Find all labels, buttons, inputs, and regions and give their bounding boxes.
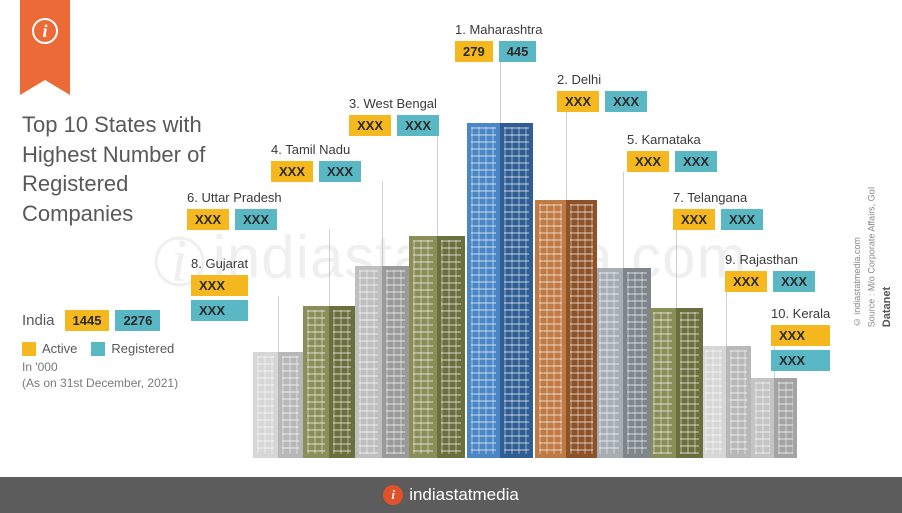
state-name: 2. Delhi [557,72,647,87]
legend-active-label: Active [42,341,77,356]
state-registered: XXX [605,91,647,112]
state-registered: XXX [319,161,361,182]
state-active: XXX [771,325,830,346]
footer-brand: indiastatmedia [409,485,519,505]
state-registered: XXX [191,300,248,321]
building-6 [303,306,355,458]
leader-line [566,112,567,200]
side-source: Source : M/o Corporate Affairs, GoI [866,186,876,326]
building-7 [649,308,703,458]
state-active: XXX [725,271,767,292]
state-active: XXX [673,209,715,230]
footer: i indiastatmedia [0,477,902,513]
state-name: 7. Telangana [673,190,763,205]
building-10 [751,378,797,458]
callout-5: 5. Karnataka XXX XXX [627,132,717,172]
building-5 [595,268,651,458]
state-registered: XXX [675,151,717,172]
state-registered: XXX [773,271,815,292]
leader-line [726,292,727,346]
legend-unit: In '000 [22,360,178,374]
building-2 [535,200,597,458]
state-registered: 445 [499,41,537,62]
state-active: XXX [191,275,248,296]
legend-registered-label: Registered [111,341,174,356]
india-registered-value: 2276 [115,310,160,331]
state-name: 8. Gujarat [191,256,248,271]
callout-4: 4. Tamil Nadu XXX XXX [271,142,361,182]
side-copyright: © indiastatmedia.com [852,237,862,327]
state-registered: XXX [397,115,439,136]
callout-7: 7. Telangana XXX XXX [673,190,763,230]
state-name: 5. Karnataka [627,132,717,147]
state-name: 3. West Bengal [349,96,439,111]
state-name: 9. Rajasthan [725,252,815,267]
state-active: 279 [455,41,493,62]
leader-line [500,62,501,123]
callout-9: 9. Rajasthan XXX XXX [725,252,815,292]
side-brand: Datanet [880,286,892,326]
state-registered: XXX [771,350,830,371]
info-icon: i [32,18,58,44]
legend: India 1445 2276 Active Registered In '00… [22,310,178,390]
india-active-value: 1445 [65,310,110,331]
state-active: XXX [271,161,313,182]
building-3 [409,236,465,458]
leader-line [329,230,330,306]
callout-10: 10. Kerala XXX XXX [771,306,830,371]
state-active: XXX [627,151,669,172]
state-name: 6. Uttar Pradesh [187,190,282,205]
side-credits: © indiastatmedia.com Source : M/o Corpor… [850,186,896,326]
building-1 [467,123,533,458]
leader-line [623,172,624,268]
callout-1: 1. Maharashtra 279 445 [455,22,542,62]
callout-2: 2. Delhi XXX XXX [557,72,647,112]
leader-line [437,136,438,236]
state-name: 4. Tamil Nadu [271,142,361,157]
state-active: XXX [557,91,599,112]
footer-logo-icon: i [383,485,403,505]
india-label: India [22,312,55,329]
active-swatch [22,342,36,356]
page-title: Top 10 States with Highest Number of Reg… [22,110,212,229]
registered-swatch [91,342,105,356]
india-totals: India 1445 2276 [22,310,178,331]
building-9 [701,346,751,458]
state-name: 1. Maharashtra [455,22,542,37]
state-registered: XXX [235,209,277,230]
leader-line [278,296,279,352]
callout-3: 3. West Bengal XXX XXX [349,96,439,136]
building-8 [253,352,303,458]
callout-6: 6. Uttar Pradesh XXX XXX [187,190,282,230]
leader-line [382,182,383,266]
state-active: XXX [349,115,391,136]
state-name: 10. Kerala [771,306,830,321]
callout-8: 8. Gujarat XXX XXX [191,256,248,321]
legend-keys: Active Registered [22,341,178,356]
legend-asof: (As on 31st December, 2021) [22,376,178,390]
state-registered: XXX [721,209,763,230]
building-4 [355,266,409,458]
state-active: XXX [187,209,229,230]
leader-line [676,230,677,308]
building-chart: 1. Maharashtra2794452. DelhiXXXXXX3. Wes… [195,38,895,458]
